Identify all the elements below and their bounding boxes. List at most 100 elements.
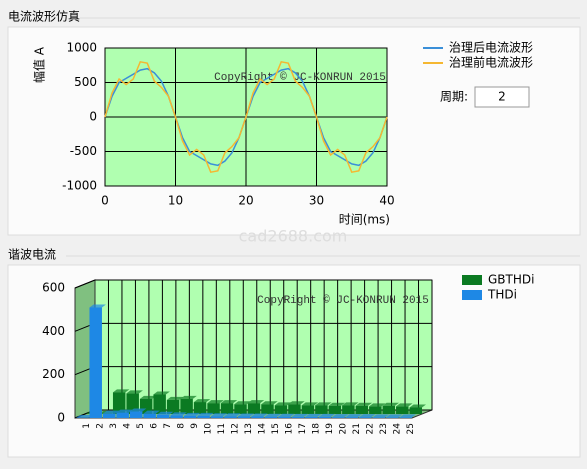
bar-part [180,395,197,399]
bar-part [359,417,372,418]
bar-part [112,392,126,414]
x-tick-label: 7 [163,423,173,429]
bar [288,401,305,414]
bar-part [301,402,319,406]
y-tick-label: 600 [42,281,65,295]
bar-part [237,416,251,418]
bar-part [396,403,413,407]
bar-part [382,405,396,414]
bar-part [170,415,183,418]
bar [264,413,282,418]
bar-part [274,402,292,406]
bar-part [305,413,322,417]
period-input[interactable] [474,86,530,108]
y-tick-label: 0 [57,411,65,425]
bar [399,414,416,418]
x-tick-label: 23 [379,423,389,434]
x-tick-label: 0 [101,194,109,208]
bar-part [197,412,214,416]
x-tick-label: 9 [190,423,200,429]
legend-label: 治理后电流波形 [449,41,533,55]
bar-part [355,405,369,414]
bar-part [291,413,309,417]
bar-part [210,413,228,417]
x-tick-label: 15 [271,423,281,434]
bar-part [409,407,422,414]
bar-part [126,390,143,394]
bar-part [318,416,332,418]
bar [234,401,251,414]
bar-part [139,395,157,399]
period-value[interactable]: 2 [498,90,506,104]
bar-part [102,413,116,418]
bar-part [396,406,409,414]
bar-part [143,410,160,414]
y-tick-label: -500 [70,144,97,158]
bar [247,400,265,414]
bar-part [156,411,174,415]
bar-part [143,413,156,418]
bar-part [166,399,180,414]
y-tick-label: 200 [42,367,65,381]
bar-part [116,412,129,418]
legend-label: THDi [487,288,517,302]
bar-part [278,413,295,417]
x-axis-label: 时间(ms) [339,213,390,227]
bar [305,413,322,418]
bar [345,414,363,418]
bar [301,402,319,414]
y-tick-label: 400 [42,324,65,338]
legend-label: GBTHDi [488,273,534,287]
x-tick-label: 11 [217,423,227,434]
x-tick-label: 4 [123,423,133,429]
bar-part [251,416,264,418]
bar-part [234,401,251,405]
bar [318,413,336,418]
x-tick-label: 20 [338,423,348,435]
bar [328,402,346,414]
bar [261,401,278,414]
bar-part [247,403,261,414]
bar-part [183,415,197,418]
x-tick-label: 22 [365,423,375,434]
bar [76,415,93,418]
bar-part [207,400,224,404]
x-tick-label: 6 [150,423,160,429]
bar-part [170,412,187,416]
bar [369,403,386,414]
bar-part [129,408,147,412]
bar-part [318,413,336,417]
bar-part [315,405,328,414]
bar-part [261,404,274,414]
bar-part [291,416,305,418]
x-tick-label: 19 [325,423,335,435]
bar-part [261,401,278,405]
y-tick-label: -1000 [62,179,97,193]
bar-part [234,404,247,414]
bar [342,402,359,414]
bar [274,402,292,414]
bar-part [89,304,106,308]
bar-part [247,400,265,404]
bar-part [264,416,278,418]
x-tick-label: 14 [257,423,267,435]
bar [197,412,214,418]
x-tick-label: 12 [231,423,241,434]
x-tick-label: 16 [284,423,294,435]
bar-part [274,405,288,414]
bar-part [224,413,241,417]
bar [278,413,295,418]
bar [251,413,268,418]
bar [359,414,376,418]
bar-part [328,405,342,414]
bar [166,396,184,414]
bar [180,395,197,414]
bar [207,400,224,414]
bar-part [251,413,268,417]
bar-part [399,414,416,418]
bar [409,404,426,414]
bar-part [197,415,210,418]
x-tick-label: 10 [168,194,183,208]
y-tick-label: 1000 [66,41,97,55]
bar-part [399,417,412,418]
